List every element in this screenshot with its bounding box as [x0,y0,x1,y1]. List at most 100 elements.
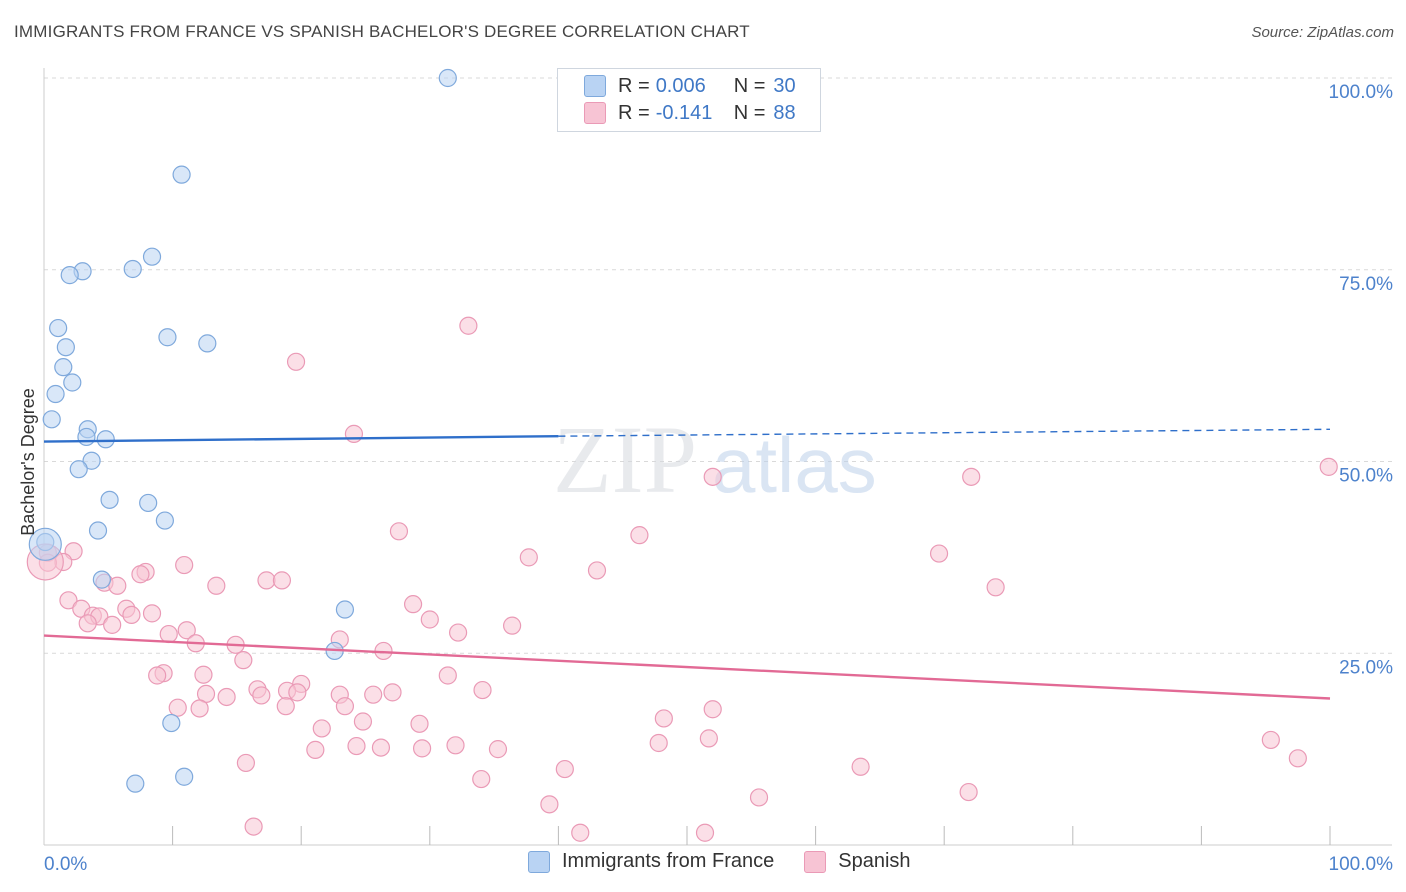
spanish-point [412,739,432,758]
spanish-swatch [584,102,606,124]
spanish-point [587,561,607,580]
n-value: 30 [773,74,796,97]
legend-item-france[interactable]: Immigrants from France [528,850,774,873]
spanish-point [699,729,718,748]
r-label: R = [618,101,650,124]
y-tick-label: 50.0% [1339,466,1393,487]
france-point [42,410,61,429]
n-label: N = [733,74,766,97]
watermark: ZIP atlas [553,406,877,513]
spanish-point [1319,457,1338,476]
r-label: R = [618,74,650,97]
france-cluster-point [28,527,62,561]
spanish-point [695,823,715,842]
spanish-point [438,666,457,685]
spanish-point [175,555,194,575]
france-point [88,521,108,540]
spanish-point [410,714,429,733]
series-legend: Immigrants from France Spanish [528,850,941,873]
spanish-point [459,316,478,335]
france-point [60,266,79,285]
y-axis-label: Bachelor's Degree [18,388,38,536]
spanish-point [257,571,276,590]
spanish-point [194,665,213,684]
x-tick-label: 100.0% [1329,854,1394,875]
spanish-point [389,522,409,541]
france-point [335,600,355,619]
legend-item-spanish[interactable]: Spanish [804,850,911,873]
france-point [126,774,145,793]
source-label: Source: ZipAtlas.com [1251,24,1394,41]
spanish-point [649,733,668,753]
france-point [155,511,174,530]
spanish-point [371,738,391,757]
france-point [198,334,217,353]
spanish-point [1261,730,1280,750]
spanish-point [122,605,141,625]
spanish-point [540,795,559,814]
spanish-point [276,697,295,716]
france-point [123,259,142,279]
spanish-point [959,782,978,802]
spanish-point [236,753,256,773]
spanish-point [288,683,307,702]
spanish-point [142,604,162,623]
france-point [63,373,82,392]
spanish-point [448,623,468,642]
spanish-point [78,614,97,633]
spanish-point [446,736,465,755]
spanish-point [473,680,492,700]
y-tick-label: 100.0% [1329,82,1394,103]
spanish-point [703,700,722,719]
spanish-point [571,823,590,842]
spanish-point [420,610,439,629]
spanish-point [272,571,292,590]
spanish-point [929,544,949,563]
stats-row-spanish: R = -0.141 N = 88 [584,100,796,126]
france-point [158,328,177,347]
chart-title: IMMIGRANTS FROM FRANCE VS SPANISH BACHEL… [14,22,750,41]
spanish-point [131,565,150,584]
spanish-point [207,576,226,595]
france-trend-solid [43,434,559,443]
spanish-point [403,595,423,614]
spanish-point [519,548,538,567]
trend-lines [43,428,1331,700]
spanish-point [962,467,981,486]
spanish-point [503,616,522,635]
legend-label: Immigrants from France [562,850,775,872]
france-point [92,570,111,589]
france-point [77,427,96,447]
france-swatch [584,75,606,97]
spanish-point [244,817,263,836]
france-swatch [528,850,550,873]
spanish-point [1288,749,1307,768]
spanish-point [851,757,870,776]
spanish-point [217,687,236,707]
spanish-trend [43,634,1331,700]
spanish-points [26,316,1338,842]
france-point [172,165,191,184]
france-point [46,384,65,404]
axes-layer [43,68,1392,846]
france-point [175,767,194,786]
n-value: 88 [773,101,796,124]
spanish-point [353,712,373,731]
spanish-point [286,352,306,371]
spanish-point [252,686,271,705]
spanish-point [555,759,574,779]
spanish-point [103,615,122,634]
y-tick-label: 25.0% [1339,657,1393,678]
france-point [162,713,181,733]
spanish-point [234,651,253,670]
spanish-point [190,699,209,718]
france-point [142,247,162,266]
spanish-point [108,576,127,595]
x-tick-label: 0.0% [44,854,87,875]
france-point [56,338,75,357]
spanish-point [488,740,508,759]
spanish-point [703,467,722,486]
stats-row-france: R = 0.006 N = 30 [584,73,796,99]
spanish-point [168,698,187,717]
